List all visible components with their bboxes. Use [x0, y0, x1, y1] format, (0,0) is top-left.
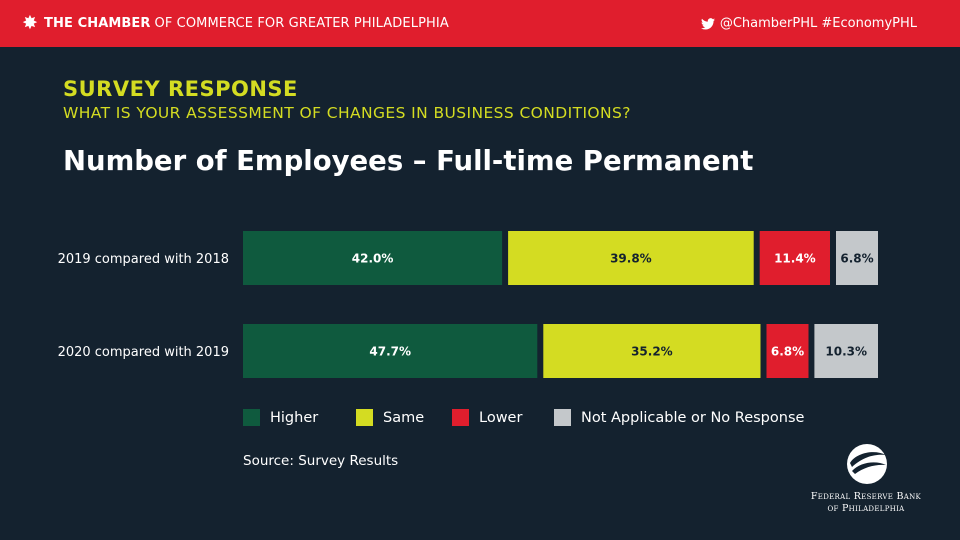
legend-swatch	[356, 409, 373, 426]
data-label: 47.7%	[369, 345, 411, 359]
brand-bold-text: THE CHAMBER	[44, 16, 151, 31]
federal-reserve-wordmark: Federal Reserve Bank of Philadelphia	[805, 491, 927, 515]
data-label: 42.0%	[352, 252, 394, 266]
data-label: 39.8%	[610, 252, 652, 266]
twitter-icon	[700, 17, 715, 30]
category-label: 2019 compared with 2018	[58, 252, 229, 267]
federal-reserve-eagle-icon	[847, 444, 887, 484]
fed-line-2: of Philadelphia	[827, 503, 905, 514]
legend-label: Higher	[270, 409, 319, 426]
social-text: @ChamberPHL #EconomyPHL	[719, 16, 917, 31]
social-handle: @ChamberPHL #EconomyPHL	[700, 0, 917, 47]
legend-item: Same	[356, 409, 424, 426]
chart-title: Number of Employees – Full-time Permanen…	[63, 145, 754, 177]
bar-segment	[508, 231, 754, 285]
fed-line-1: Federal Reserve Bank	[810, 491, 922, 502]
header-bar: ✸ THE CHAMBER OF COMMERCE FOR GREATER PH…	[0, 0, 960, 47]
data-label: 6.8%	[840, 252, 873, 266]
legend-item: Lower	[452, 409, 522, 426]
source-note: Source: Survey Results	[243, 453, 399, 469]
survey-kicker: SURVEY RESPONSE	[63, 77, 298, 101]
chamber-brand: ✸ THE CHAMBER OF COMMERCE FOR GREATER PH…	[22, 0, 449, 47]
bar-segment	[766, 324, 809, 378]
legend-item: Higher	[243, 409, 318, 426]
bar-segment	[759, 231, 830, 285]
data-label: 10.3%	[825, 345, 867, 359]
survey-question: WHAT IS YOUR ASSESSMENT OF CHANGES IN BU…	[63, 104, 631, 122]
legend-swatch	[452, 409, 469, 426]
brand-rest-text: OF COMMERCE FOR GREATER PHILADELPHIA	[154, 16, 449, 31]
bar-segment	[243, 231, 503, 285]
legend-item: Not Applicable or No Response	[554, 409, 804, 426]
data-label: 35.2%	[631, 345, 673, 359]
chamber-star-icon: ✸	[22, 12, 39, 34]
legend-label: Lower	[479, 409, 523, 426]
bar-segment	[814, 324, 878, 378]
legend-label: Not Applicable or No Response	[581, 409, 805, 426]
data-label: 6.8%	[771, 345, 804, 359]
legend-swatch	[243, 409, 260, 426]
bar-segment	[836, 231, 878, 285]
bar-segment	[543, 324, 761, 378]
category-label: 2020 compared with 2019	[58, 345, 229, 360]
legend-swatch	[554, 409, 571, 426]
bar-segment	[243, 324, 538, 378]
data-label: 11.4%	[774, 252, 816, 266]
legend-label: Same	[383, 409, 425, 426]
